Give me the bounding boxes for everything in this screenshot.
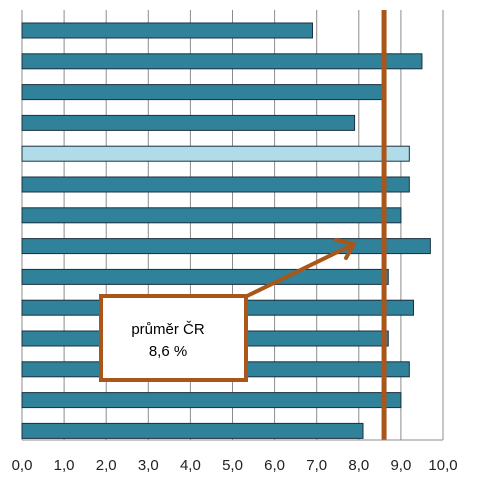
annotation-box bbox=[99, 294, 248, 382]
bar bbox=[21, 238, 431, 255]
annotation-arrow-head bbox=[334, 238, 356, 260]
annotation-arrow-shaft bbox=[246, 242, 355, 298]
bar bbox=[21, 176, 410, 193]
bar bbox=[21, 114, 356, 131]
bar bbox=[21, 392, 402, 409]
x-tick-label: 0,0 bbox=[12, 457, 33, 474]
bars bbox=[21, 22, 431, 439]
x-tick-label: 9,0 bbox=[390, 457, 411, 474]
x-axis: 0,0 1,0 2,0 3,0 4,0 5,0 6,0 7,0 8,0 9,0 10,0 bbox=[12, 439, 458, 474]
x-tick-label: 5,0 bbox=[222, 457, 243, 474]
x-tick-label: 3,0 bbox=[138, 457, 159, 474]
annotation-line-1: průměr ČR bbox=[131, 321, 205, 338]
x-tick-label: 1,0 bbox=[54, 457, 75, 474]
bar bbox=[21, 53, 423, 70]
annotation-line-2: 8,6 % bbox=[149, 343, 187, 360]
bar bbox=[21, 422, 364, 439]
x-tick-label: 6,0 bbox=[264, 457, 285, 474]
x-tick-label: 10,0 bbox=[428, 457, 457, 474]
bar-highlighted bbox=[21, 145, 410, 162]
x-tick-label: 2,0 bbox=[96, 457, 117, 474]
x-tick-label: 8,0 bbox=[348, 457, 369, 474]
bar bbox=[21, 207, 402, 224]
annotation-group: průměr ČR 8,6 % bbox=[99, 238, 356, 382]
bar bbox=[21, 22, 313, 39]
x-tick-label: 4,0 bbox=[180, 457, 201, 474]
bar bbox=[21, 84, 385, 101]
x-tick-label: 7,0 bbox=[306, 457, 327, 474]
bar bbox=[21, 268, 389, 285]
